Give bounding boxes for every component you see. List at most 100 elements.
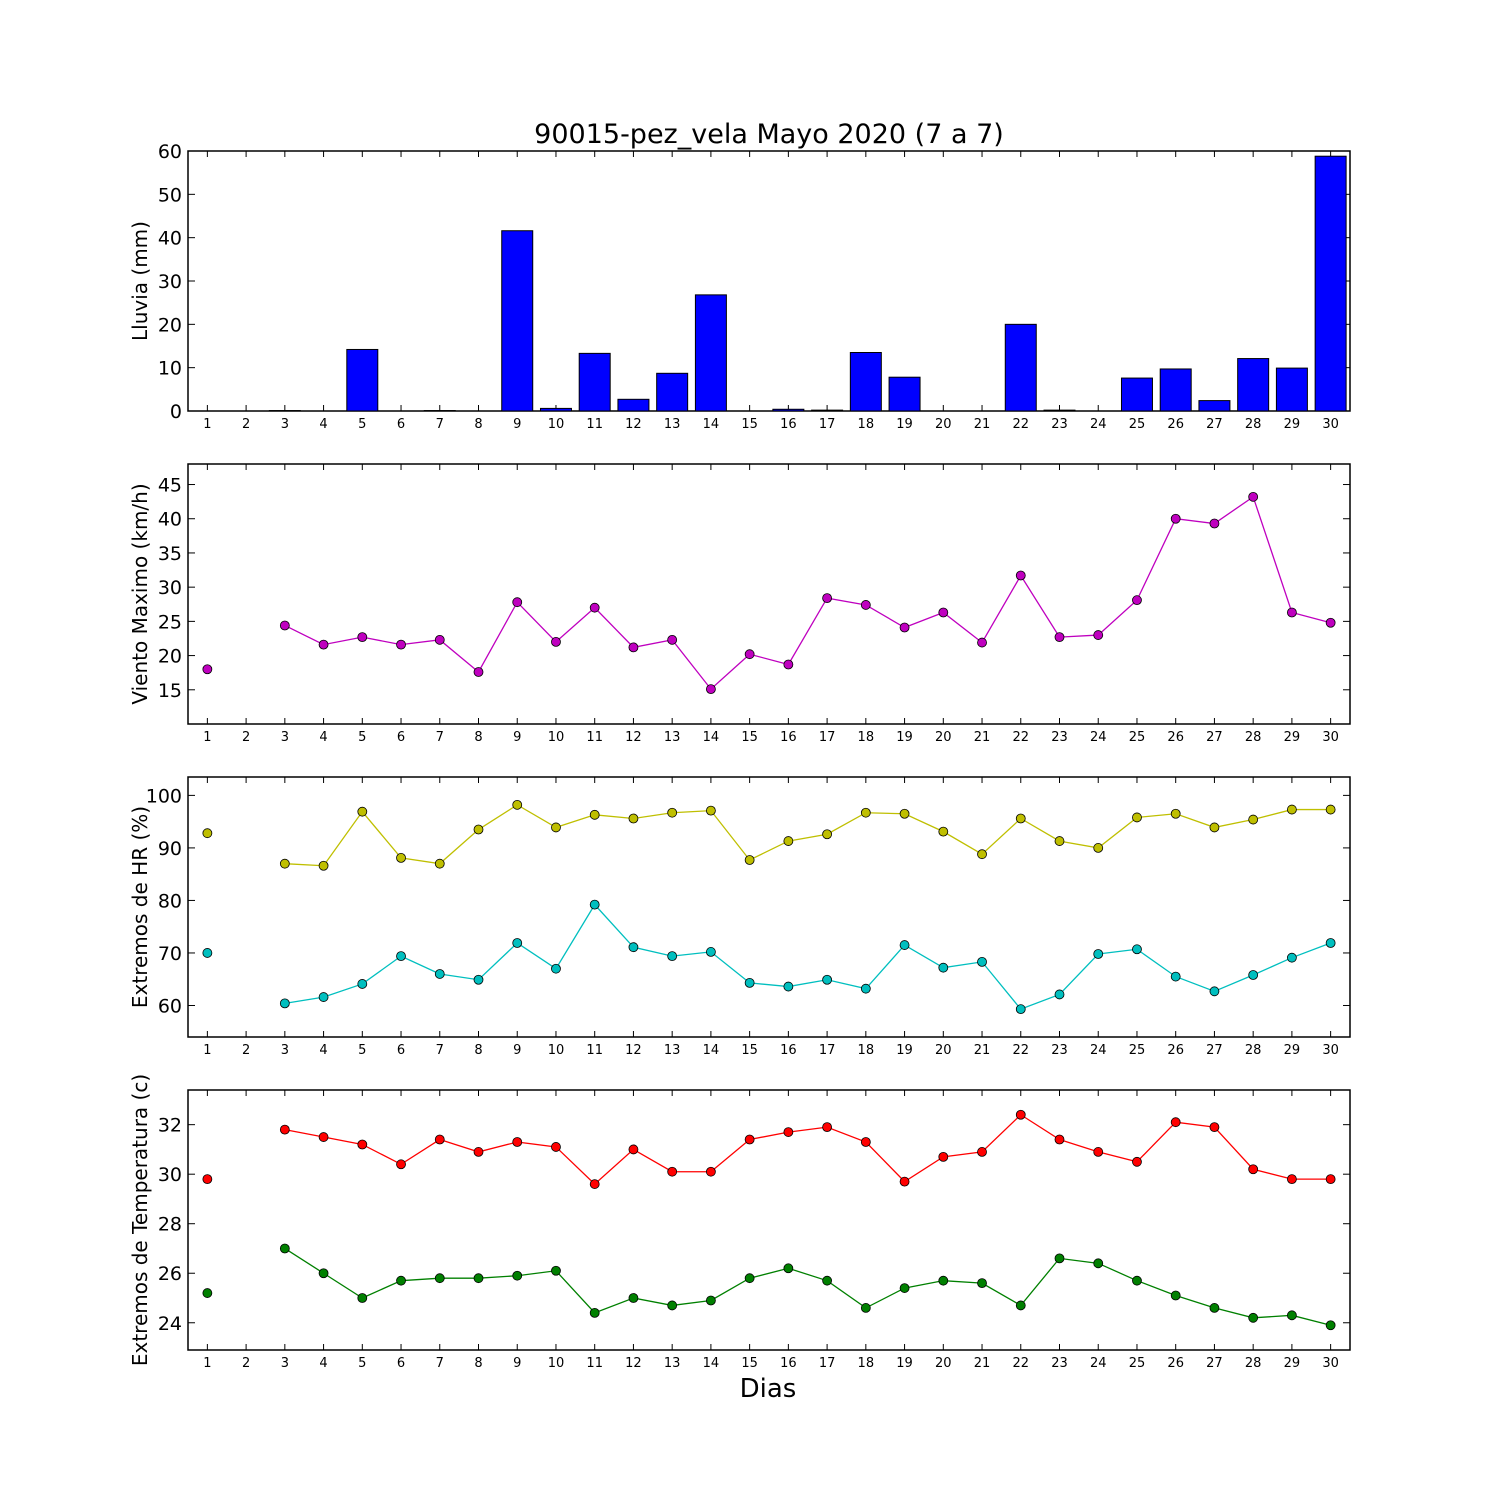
temp-min-series-point <box>783 1263 794 1274</box>
wind-series-point <box>1325 617 1336 628</box>
wind-series-point <box>473 667 484 677</box>
hr-max-series-point <box>1248 814 1259 825</box>
hr-max-series-point <box>434 858 445 869</box>
wind-xtick-label: 16 <box>780 730 797 745</box>
rain-bar <box>1314 155 1347 412</box>
temp-min-series-point <box>1209 1303 1220 1313</box>
wind-series-point <box>899 622 910 633</box>
hr-max-series-point <box>551 822 561 833</box>
rain-xtick-label: 17 <box>819 417 836 432</box>
hr-xtick-label: 15 <box>741 1043 758 1058</box>
wind-series-point <box>434 634 445 645</box>
temp-max-series-point <box>1093 1147 1104 1157</box>
wind-xtick-label: 4 <box>319 730 327 745</box>
rain-xtick-label: 4 <box>319 417 327 432</box>
hr-xtick-label: 28 <box>1245 1043 1262 1058</box>
wind-ytick-label: 45 <box>158 475 182 497</box>
hr-max-series-point <box>744 855 755 865</box>
hr-ylabel: Extremos de HR (%) <box>128 806 152 1008</box>
rain-bar <box>849 352 882 412</box>
wind-series-point <box>396 639 406 650</box>
temp-max-series-point <box>357 1139 368 1150</box>
rain-ytick-label: 60 <box>158 141 182 163</box>
wind-ytick-label: 30 <box>158 577 182 599</box>
temp-min-series-point <box>512 1270 523 1281</box>
hr-min-series-point <box>1209 986 1220 997</box>
temp-ytick-label: 24 <box>158 1313 182 1335</box>
rain-xtick-label: 6 <box>397 417 405 432</box>
temp-max-series-point <box>1209 1122 1220 1133</box>
wind-series-point <box>938 607 949 618</box>
temp-max-series-point <box>1287 1174 1297 1185</box>
temp-min-series-point <box>860 1303 871 1313</box>
temp-xtick-label: 22 <box>1012 1356 1029 1371</box>
temp-min-series-point <box>977 1278 987 1289</box>
wind-xtick-label: 20 <box>935 730 952 745</box>
temp-max-series-point <box>1325 1174 1336 1185</box>
temp-max-series-point <box>899 1176 910 1187</box>
hr-min-series-point <box>822 974 832 985</box>
rain-ylabel: Lluvia (mm) <box>128 221 152 341</box>
hr-xtick-label: 25 <box>1129 1043 1146 1058</box>
hr-min-series-point <box>744 977 755 988</box>
rain-bar <box>578 352 611 412</box>
wind-series-point <box>860 600 871 610</box>
hr-min-series-point <box>977 956 987 967</box>
hr-min-series-point <box>357 979 368 989</box>
temp-ytick-label: 32 <box>158 1115 182 1137</box>
hr-xtick-label: 3 <box>281 1043 289 1058</box>
rain-xtick-label: 13 <box>664 417 681 432</box>
hr-max-series-point <box>357 806 368 817</box>
temp-xtick-label: 28 <box>1245 1356 1262 1371</box>
rain-bar <box>1237 358 1270 412</box>
rain-xtick-label: 10 <box>548 417 565 432</box>
rain-xtick-label: 28 <box>1245 417 1262 432</box>
temp-xtick-label: 18 <box>858 1356 875 1371</box>
temp-min-series-point <box>938 1275 949 1286</box>
hr-min-series-line <box>284 903 1331 1010</box>
rain-bar <box>1275 367 1308 412</box>
hr-min-series-point <box>938 962 949 973</box>
temp-min-series-point <box>899 1283 910 1293</box>
rain-ytick-label: 20 <box>158 314 182 336</box>
wind-xtick-label: 3 <box>281 730 289 745</box>
rain-xtick-label: 22 <box>1012 417 1029 432</box>
hr-xtick-label: 12 <box>625 1043 642 1058</box>
wind-xtick-label: 18 <box>858 730 875 745</box>
hr-min-series-point <box>860 983 871 994</box>
wind-series-point <box>977 637 987 648</box>
rain-bar <box>811 409 844 412</box>
hr-xtick-label: 22 <box>1012 1043 1029 1058</box>
temp-max-series-point <box>667 1166 678 1177</box>
hr-min-series-point <box>783 981 794 992</box>
wind-xtick-label: 13 <box>664 730 681 745</box>
hr-max-series-point <box>279 858 290 869</box>
temp-max-series-point <box>706 1166 716 1177</box>
hr-xtick-label: 30 <box>1322 1043 1339 1058</box>
rain-xtick-label: 18 <box>858 417 875 432</box>
temp-xtick-label: 20 <box>935 1356 952 1371</box>
temp-xtick-label: 14 <box>703 1356 720 1371</box>
wind-xtick-label: 10 <box>548 730 565 745</box>
rain-xtick-label: 27 <box>1206 417 1223 432</box>
hr-min-series-point <box>1093 949 1104 959</box>
hr-min-series-point <box>667 951 678 962</box>
hr-xtick-label: 16 <box>780 1043 797 1058</box>
temp-min-series-point <box>1325 1320 1336 1331</box>
temp-min-series-point <box>589 1307 600 1318</box>
rain-xtick-label: 21 <box>974 417 991 432</box>
temp-xtick-label: 8 <box>474 1356 482 1371</box>
wind-series-point <box>589 602 600 613</box>
hr-axes-frame <box>187 776 1351 1038</box>
wind-xtick-label: 17 <box>819 730 836 745</box>
hr-max-series-point <box>1209 822 1220 833</box>
rain-ytick-label: 0 <box>170 401 182 423</box>
rain-xtick-label: 26 <box>1167 417 1184 432</box>
temp-max-series-point <box>938 1151 949 1162</box>
hr-min-series-point <box>1170 971 1181 982</box>
hr-min-series-point <box>589 899 600 910</box>
hr-max-series-point <box>899 808 910 819</box>
temp-xtick-label: 13 <box>664 1356 681 1371</box>
hr-max-series-point <box>473 824 484 835</box>
